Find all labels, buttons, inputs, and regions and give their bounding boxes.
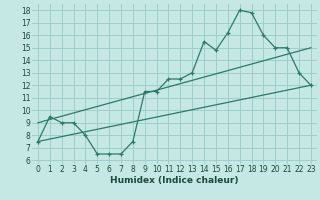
X-axis label: Humidex (Indice chaleur): Humidex (Indice chaleur) — [110, 176, 239, 185]
